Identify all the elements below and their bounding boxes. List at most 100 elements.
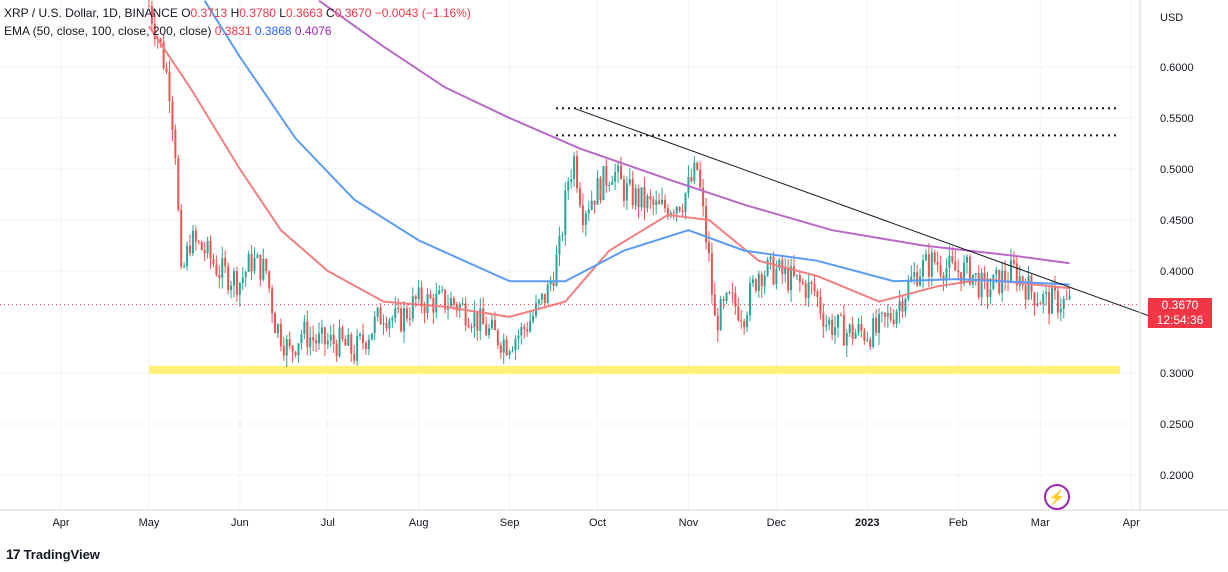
candle-body (259, 254, 262, 280)
change-value: −0.0043 (−1.16%) (374, 6, 471, 20)
time-tick-label: Oct (589, 517, 606, 529)
candle-body (540, 293, 543, 300)
candle-body (356, 336, 359, 361)
candle-body (391, 318, 394, 321)
ema-label[interactable]: EMA (50, close, 100, close, 200, close) (4, 24, 212, 38)
candle-body (760, 274, 763, 287)
time-tick-label: May (139, 517, 160, 529)
price-tick-label: 0.3000 (1160, 368, 1194, 380)
symbol-label[interactable]: XRP / U.S. Dollar, 1D, BINANCE (4, 6, 178, 20)
ema50-value: 0.3831 (214, 24, 252, 38)
candle-body (546, 284, 549, 304)
candle-body (256, 254, 259, 258)
candle-body (737, 306, 740, 321)
candle-body (197, 241, 200, 243)
candle-body (924, 254, 927, 261)
candle-body (253, 257, 256, 272)
candle-body (426, 294, 429, 314)
candle-body (244, 271, 247, 278)
price-axis[interactable]: USD 0.6000 0.5500 0.5000 0.4500 0.4000 0.3000 0… (1139, 0, 1194, 510)
tradingview-watermark[interactable]: 17 TradingView (6, 546, 100, 562)
candle-body (499, 345, 502, 353)
candle-body (637, 188, 640, 208)
candle-body (661, 199, 664, 205)
candle-body (705, 206, 708, 243)
candle-body (716, 315, 719, 331)
lightning-icon[interactable]: ⚡ (1044, 484, 1070, 510)
candle-body (282, 346, 285, 356)
annotations (0, 107, 1153, 318)
candle-body (520, 326, 523, 336)
candle-body (479, 308, 482, 331)
candle-body (892, 319, 895, 325)
candle-body (693, 162, 696, 182)
candle-body (593, 200, 596, 205)
candle-body (883, 312, 886, 317)
candle-body (200, 241, 203, 251)
low-value: 0.3663 (285, 6, 323, 20)
candle-body (831, 319, 834, 335)
low-label: L (279, 6, 286, 20)
candle-body (379, 307, 382, 325)
candle-body (373, 316, 376, 334)
candle-body (910, 276, 913, 282)
candle-body (464, 303, 467, 326)
candle-body (444, 289, 447, 310)
candle-body (174, 129, 177, 159)
candle-body (751, 279, 754, 284)
candle-body (640, 187, 643, 208)
candle-body (895, 311, 898, 325)
candle-body (702, 187, 705, 207)
candle-body (470, 326, 473, 328)
candle-body (485, 324, 488, 336)
candle-body (403, 308, 406, 332)
candle-body (787, 268, 790, 291)
candle-body (517, 335, 520, 339)
candle-body (663, 199, 666, 209)
candle-body (461, 303, 464, 305)
candle-body (602, 165, 605, 201)
candle-body (845, 333, 848, 346)
time-tick-label: Sep (500, 517, 520, 529)
candle-body (725, 292, 728, 302)
candle-body (652, 199, 655, 206)
candle-body (206, 240, 209, 254)
candle-body (675, 207, 678, 214)
candle-body (1027, 275, 1030, 300)
candle-body (810, 282, 813, 285)
candle-body (1056, 290, 1059, 313)
candle-body (153, 23, 156, 40)
candle-body (869, 339, 872, 347)
candle-body (605, 165, 608, 186)
candle-body (836, 314, 839, 328)
candle-body (904, 299, 907, 312)
candle-body (1062, 298, 1065, 309)
candle-body (218, 274, 221, 279)
candle-body (734, 293, 737, 307)
time-tick-label: Nov (679, 517, 699, 529)
candle-body (312, 337, 315, 341)
candle-body (420, 287, 423, 307)
time-axis[interactable]: Apr May Jun Jul Aug Sep Oct Nov Dec 2023 Feb Mar Apr (0, 509, 1228, 529)
candle-body (1042, 294, 1045, 304)
candle-body (974, 273, 977, 275)
candle-body (291, 345, 294, 352)
candle-body (382, 323, 385, 325)
candle-body (620, 165, 623, 180)
watermark-text: TradingView (23, 546, 100, 562)
candle-body (1065, 298, 1068, 300)
candle-body (558, 236, 561, 255)
candle-body (438, 290, 441, 294)
candle-body (581, 205, 584, 225)
candle-body (449, 298, 452, 307)
candle-body (570, 179, 573, 182)
candle-body (338, 327, 341, 357)
candle-body (731, 292, 734, 294)
candle-body (555, 254, 558, 286)
candle-body (713, 294, 716, 316)
candle-body (863, 330, 866, 341)
candle-body (754, 279, 757, 291)
candle-body (238, 283, 241, 295)
candle-body (625, 183, 628, 201)
